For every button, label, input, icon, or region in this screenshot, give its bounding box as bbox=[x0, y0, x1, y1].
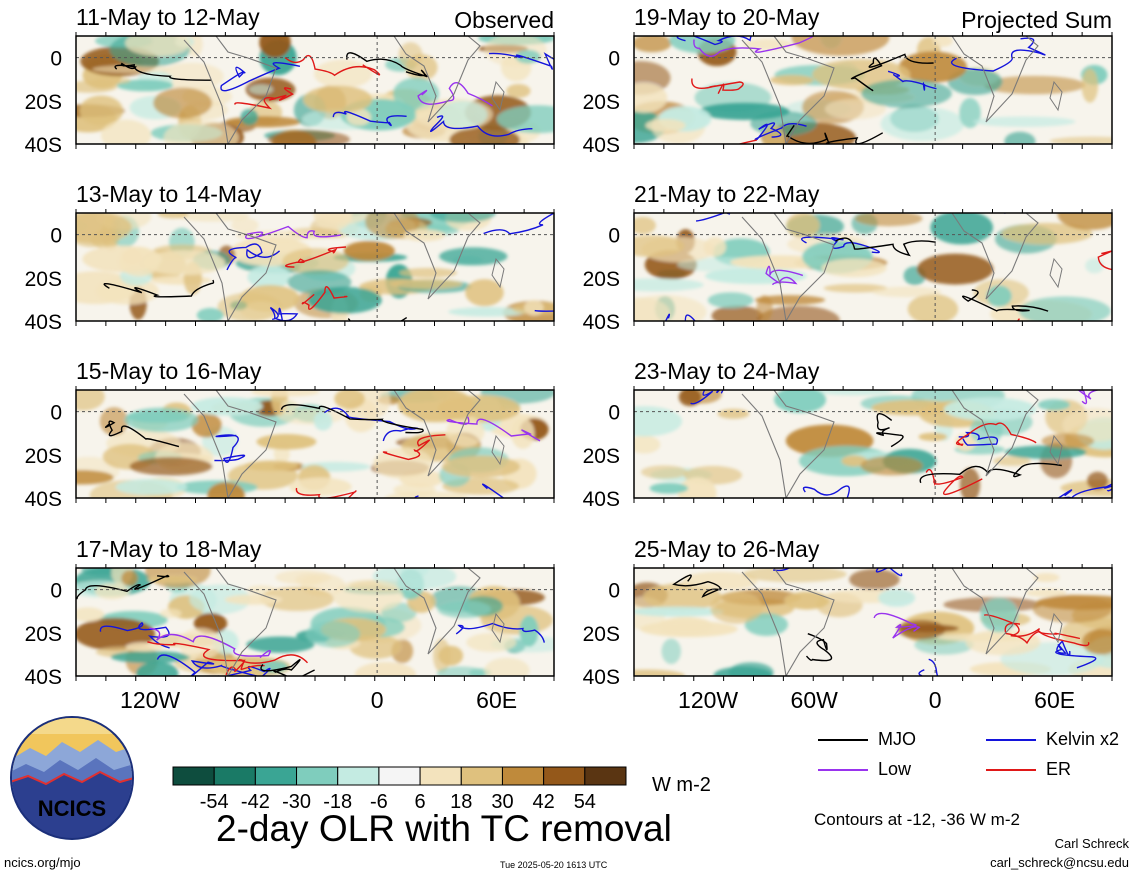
lat-tick-label: 40S bbox=[583, 311, 620, 334]
colorbar-swatch bbox=[501, 766, 545, 786]
lat-tick-label: 20S bbox=[25, 268, 62, 291]
panel-date-label: 11-May to 12-May bbox=[76, 4, 260, 30]
colorbar-tick-label: -30 bbox=[282, 791, 311, 813]
map-panel: 15-May to 16-May 0 20S 40S bbox=[25, 358, 555, 511]
colorbar-swatch bbox=[337, 766, 380, 786]
lat-tick-label: 40S bbox=[25, 134, 62, 157]
lat-tick-label: 20S bbox=[583, 268, 620, 291]
lat-tick-label: 20S bbox=[583, 445, 620, 468]
lat-tick-label: 0 bbox=[608, 225, 620, 248]
ncics-logo: NCICS bbox=[10, 716, 134, 840]
colorbar-swatch bbox=[296, 766, 339, 786]
column-header: Observed bbox=[454, 7, 554, 33]
lat-tick-label: 0 bbox=[50, 580, 62, 603]
map-panel: 21-May to 22-May 0 20S 40S bbox=[583, 181, 1113, 334]
colorbar-swatch bbox=[213, 766, 256, 786]
lon-tick-label: 60W bbox=[233, 687, 281, 713]
panel-date-label: 17-May to 18-May bbox=[76, 536, 262, 562]
panel-date-label: 19-May to 20-May bbox=[634, 4, 820, 30]
lat-tick-label: 20S bbox=[25, 623, 62, 646]
map-panel: 11-May to 12-May Observed 0 20S 40S bbox=[25, 4, 555, 157]
lat-tick-label: 20S bbox=[25, 445, 62, 468]
legend bbox=[818, 739, 1036, 771]
colorbar-units: W m-2 bbox=[652, 774, 711, 796]
colorbar-swatch bbox=[419, 766, 462, 786]
lat-tick-label: 0 bbox=[50, 402, 62, 425]
footer-site: ncics.org/mjo bbox=[4, 855, 81, 870]
lon-tick-label: 60E bbox=[476, 687, 517, 713]
legend-label-er: ER bbox=[1046, 759, 1072, 779]
lat-tick-label: 0 bbox=[608, 48, 620, 71]
colorbar-tick-label: 42 bbox=[533, 791, 555, 813]
colorbar-tick-label: 54 bbox=[574, 791, 596, 813]
lat-tick-label: 20S bbox=[583, 91, 620, 114]
figure-title: 2-day OLR with TC removal bbox=[216, 808, 672, 849]
lon-tick-label: 120W bbox=[120, 687, 180, 713]
lat-tick-label: 40S bbox=[25, 311, 62, 334]
lon-tick-label: 60E bbox=[1034, 687, 1075, 713]
colorbar-tick-label: 18 bbox=[450, 791, 472, 813]
footer-author: Carl Schreck bbox=[1054, 836, 1129, 851]
panel-date-label: 15-May to 16-May bbox=[76, 358, 262, 384]
colorbar-swatch bbox=[543, 766, 586, 786]
lat-tick-label: 20S bbox=[25, 91, 62, 114]
legend-label-low: Low bbox=[878, 759, 912, 779]
lon-tick-label: 120W bbox=[678, 687, 738, 713]
colorbar-swatch bbox=[460, 766, 503, 786]
lat-tick-label: 40S bbox=[583, 666, 620, 689]
colorbar-tick-label: -6 bbox=[370, 791, 388, 813]
lon-tick-label: 60W bbox=[791, 687, 839, 713]
panel-date-label: 21-May to 22-May bbox=[634, 181, 820, 207]
lat-tick-label: 40S bbox=[583, 134, 620, 157]
lon-tick-label: 0 bbox=[371, 687, 384, 713]
panel-date-label: 23-May to 24-May bbox=[634, 358, 820, 384]
lat-tick-label: 40S bbox=[25, 488, 62, 511]
map-panel: 17-May to 18-May 0 20S 40S 120W 60W 0 60E bbox=[25, 536, 555, 713]
colorbar-tick-label: -42 bbox=[241, 791, 270, 813]
legend-label-kelvin: Kelvin x2 bbox=[1046, 729, 1120, 749]
legend-label-mjo: MJO bbox=[878, 729, 916, 749]
colorbar-swatch bbox=[378, 766, 421, 786]
lat-tick-label: 40S bbox=[583, 488, 620, 511]
colorbar-tick-label: -54 bbox=[200, 791, 229, 813]
map-panel: 25-May to 26-May 0 20S 40S 120W 60W 0 60E bbox=[583, 536, 1113, 713]
colorbar-tick-label: -18 bbox=[323, 791, 352, 813]
lon-tick-label: 0 bbox=[929, 687, 942, 713]
lat-tick-label: 0 bbox=[50, 225, 62, 248]
colorbar-swatch bbox=[172, 766, 215, 786]
column-header: Projected Sum bbox=[961, 7, 1112, 33]
panel-date-label: 13-May to 14-May bbox=[76, 181, 262, 207]
contours-note: Contours at -12, -36 W m-2 bbox=[814, 810, 1020, 829]
lat-tick-label: 20S bbox=[583, 623, 620, 646]
footer-email: carl_schreck@ncsu.edu bbox=[990, 855, 1129, 870]
colorbar-swatch bbox=[584, 766, 627, 786]
lat-tick-label: 0 bbox=[608, 580, 620, 603]
lat-tick-label: 40S bbox=[25, 666, 62, 689]
lat-tick-label: 0 bbox=[50, 48, 62, 71]
logo-text: NCICS bbox=[38, 796, 106, 821]
lat-tick-label: 0 bbox=[608, 402, 620, 425]
colorbar-tick-label: 6 bbox=[415, 791, 426, 813]
footer-timestamp: Tue 2025-05-20 1613 UTC bbox=[500, 860, 608, 870]
colorbar: -54 -42 -30 -18 -6 6 18 30 42 54 bbox=[172, 766, 627, 813]
colorbar-tick-label: 30 bbox=[491, 791, 513, 813]
map-panel: 19-May to 20-May Projected Sum 0 20S 40S bbox=[583, 4, 1113, 157]
colorbar-swatch bbox=[254, 766, 298, 786]
map-panel: 13-May to 14-May 0 20S 40S bbox=[25, 181, 555, 334]
panel-date-label: 25-May to 26-May bbox=[634, 536, 820, 562]
map-panel: 23-May to 24-May 0 20S 40S bbox=[583, 358, 1113, 511]
